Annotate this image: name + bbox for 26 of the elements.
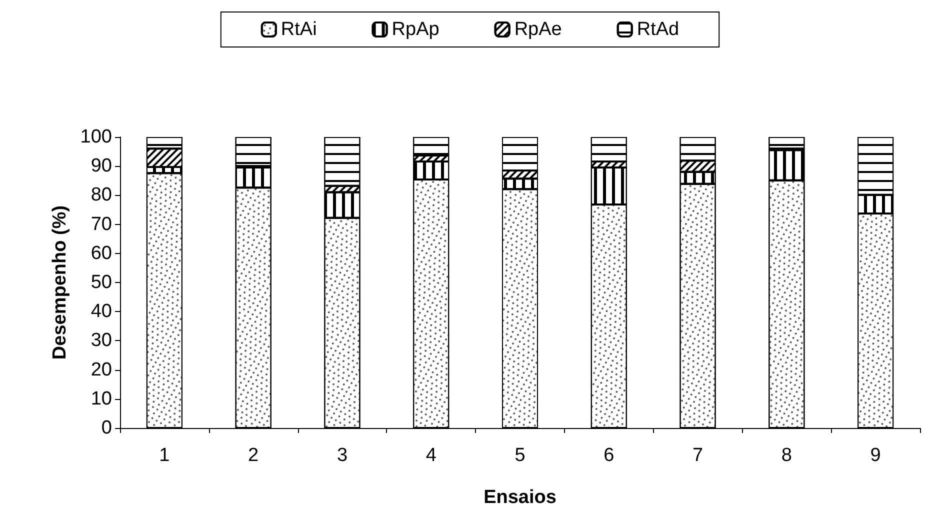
y-tick-label: 0	[101, 418, 112, 438]
legend-label: RtAi	[280, 19, 317, 40]
legend-label: RtAd	[636, 19, 680, 40]
x-tick-label: 6	[604, 445, 614, 466]
legend-label: RpAp	[392, 19, 440, 40]
y-tick-label: 20	[90, 359, 112, 380]
y-tick-label: 40	[90, 301, 112, 322]
y-tick-label: 50	[90, 272, 112, 293]
y-tick-label: 60	[90, 242, 112, 264]
y-tick-label: 30	[90, 330, 112, 352]
x-tick-label: 4	[426, 445, 437, 466]
x-axis-title: Ensaios	[484, 487, 556, 508]
x-tick-label: 1	[159, 445, 170, 466]
y-tick-label: 80	[90, 184, 112, 206]
x-tick-label: 7	[692, 445, 704, 466]
y-tick-label: 70	[90, 214, 112, 235]
x-tick-label: 9	[870, 445, 881, 466]
x-tick-label: 2	[248, 445, 259, 466]
x-tick-label: 8	[781, 445, 792, 466]
y-tick-label: 90	[90, 156, 112, 177]
x-tick-label: 5	[514, 445, 526, 466]
y-tick-label: 10	[90, 388, 112, 410]
y-tick-label: 100	[80, 126, 112, 148]
legend-label: RpAe	[514, 19, 562, 40]
x-tick-label: 3	[336, 445, 348, 466]
y-axis-title: Desempenho (%)	[49, 205, 70, 360]
